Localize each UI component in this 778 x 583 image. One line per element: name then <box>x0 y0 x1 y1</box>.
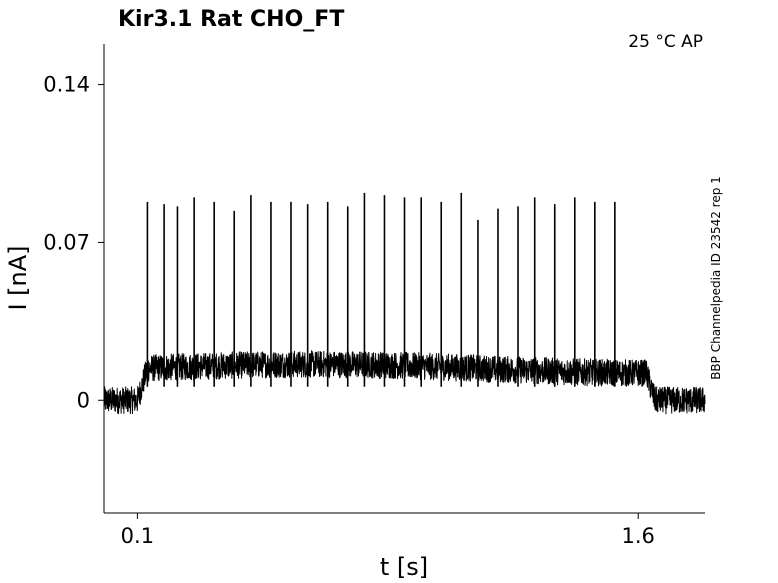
condition-annotation: 25 °C AP <box>628 32 703 52</box>
y-tick-label: 0 <box>77 388 90 412</box>
channelpedia-id-label: BBP Channelpedia ID 23542 rep 1 <box>709 176 723 380</box>
y-axis-label: I [nA] <box>4 245 32 310</box>
y-axis-ticks: 0 0.07 0.14 <box>43 73 104 412</box>
x-tick-label: 1.6 <box>622 524 655 548</box>
x-axis-ticks: 0.1 1.6 <box>121 513 655 548</box>
x-axis-label: t [s] <box>380 553 428 581</box>
chart-title: Kir3.1 Rat CHO_FT <box>118 7 344 32</box>
y-tick-label: 0.14 <box>43 73 90 97</box>
y-tick-label: 0.07 <box>43 230 90 254</box>
x-tick-label: 0.1 <box>121 524 154 548</box>
plot-area <box>103 113 706 473</box>
spike-group <box>146 192 616 387</box>
